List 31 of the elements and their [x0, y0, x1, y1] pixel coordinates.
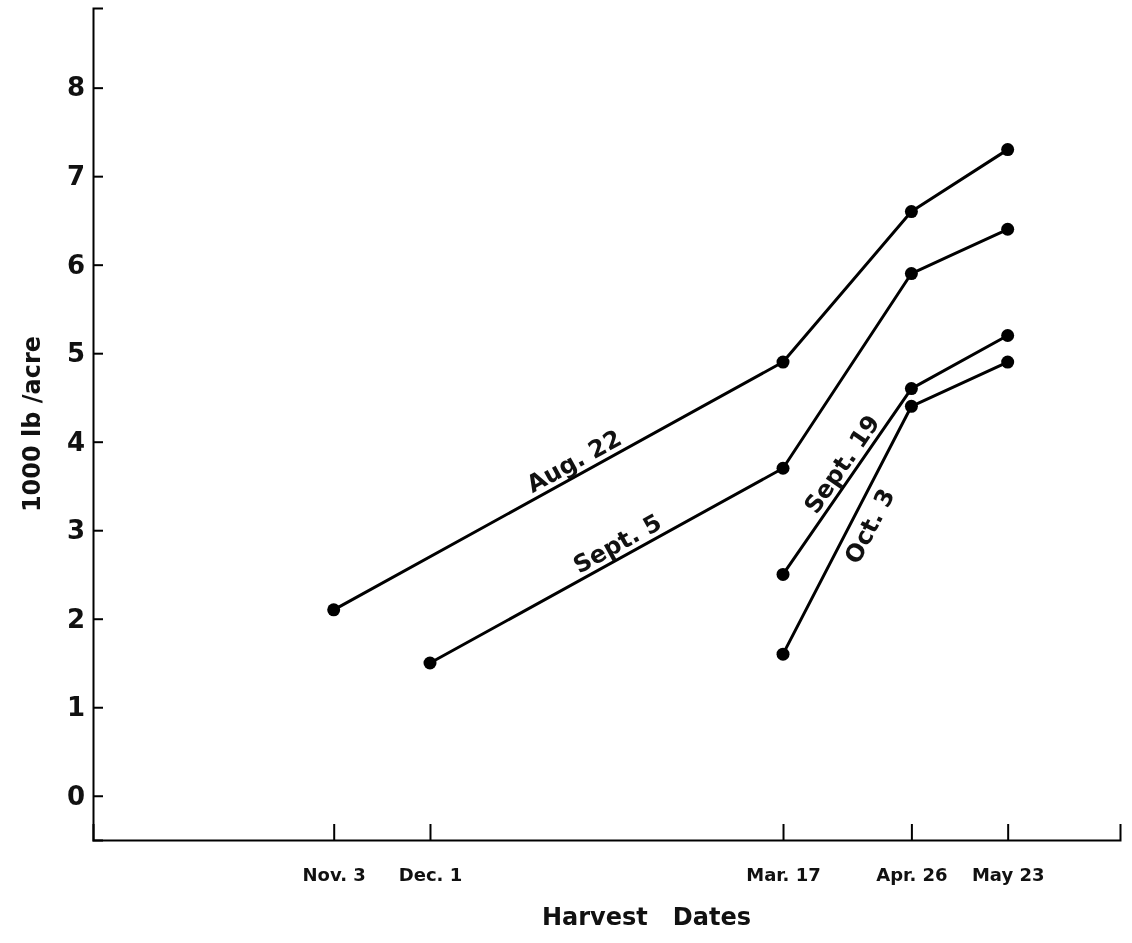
point	[776, 355, 790, 369]
point	[1001, 328, 1015, 342]
point	[1001, 143, 1015, 157]
y-axis-title: 1000 lb /acre	[18, 335, 46, 513]
y-tick-label: 2	[66, 603, 85, 634]
x-tick-label: Nov. 3	[302, 863, 366, 885]
y-tick-label: 1	[66, 692, 85, 723]
x-tick-label: Dec. 1	[398, 863, 463, 885]
y-tick-label: 4	[66, 426, 85, 457]
point	[776, 461, 790, 475]
y-tick-label: 7	[66, 160, 85, 191]
y-tick-label: 0	[66, 780, 85, 811]
x-tick-label: May 23	[971, 863, 1045, 885]
y-tick-label: 5	[66, 338, 85, 369]
point	[327, 603, 341, 617]
point	[904, 382, 918, 396]
x-axis-title: Harvest Dates	[541, 903, 752, 931]
point	[904, 267, 918, 281]
x-tick-label: Mar. 17	[746, 863, 821, 885]
point	[904, 205, 918, 219]
y-tick-label: 3	[66, 515, 85, 546]
point	[776, 647, 790, 661]
text: Aug. 22	[521, 424, 627, 499]
point	[904, 399, 918, 413]
y-tick-label: 6	[66, 249, 85, 280]
x-tick-label: Apr. 26	[876, 863, 948, 885]
point	[1001, 355, 1015, 369]
y-tick-label: 8	[66, 72, 85, 103]
point	[776, 567, 790, 581]
point	[423, 656, 437, 670]
point	[1001, 222, 1015, 236]
